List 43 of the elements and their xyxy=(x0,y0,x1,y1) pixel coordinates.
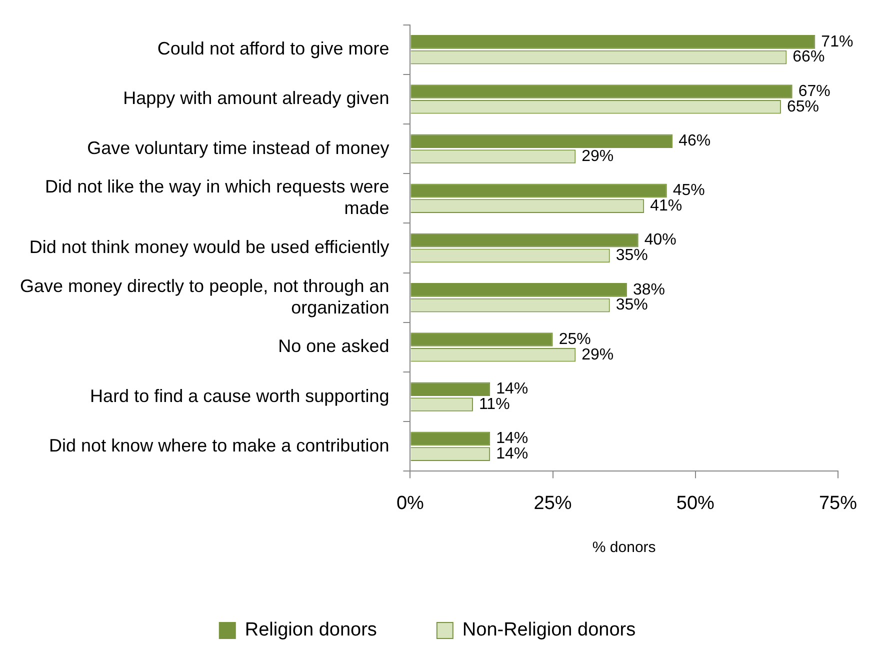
y-tick-label: Did not think money would be used efficiently xyxy=(29,236,390,257)
data-label: 11% xyxy=(478,396,510,413)
data-label: 40% xyxy=(644,232,676,249)
bar xyxy=(410,84,792,98)
data-label: 14% xyxy=(496,380,528,398)
bar xyxy=(410,432,490,446)
x-tick-label: 25% xyxy=(534,492,572,514)
y-tick-label: Gave money directly to people, not through an organization xyxy=(20,276,390,318)
data-label: 29% xyxy=(582,346,614,364)
data-label: 41% xyxy=(650,197,682,214)
data-label: 25% xyxy=(558,330,591,348)
x-tick-label: 0% xyxy=(396,492,424,514)
y-tick-label: No one asked xyxy=(278,336,390,356)
y-tick-label: Did not know where to make a contribution xyxy=(49,435,390,456)
data-label: 66% xyxy=(792,48,825,66)
y-tick-label: Could not afford to give more xyxy=(157,38,390,59)
bar xyxy=(410,233,638,248)
data-label: 71% xyxy=(821,33,854,50)
x-axis-title: % donors xyxy=(592,539,656,556)
bar xyxy=(410,282,627,297)
y-tick-label: Gave voluntary time instead of money xyxy=(87,138,390,158)
y-tick-label: Hard to find a cause worth supporting xyxy=(90,386,390,406)
data-label: 14% xyxy=(496,445,528,462)
data-label: 38% xyxy=(632,281,665,298)
y-tick-label: Did not like the way in which requests were made xyxy=(45,176,390,218)
data-label: 35% xyxy=(616,247,648,264)
bar xyxy=(410,34,816,49)
bar xyxy=(410,134,673,148)
bar xyxy=(410,332,553,346)
data-label: 46% xyxy=(678,132,711,150)
y-tick-label: Happy with amount already given xyxy=(123,88,390,108)
bar xyxy=(410,184,667,198)
data-label: 14% xyxy=(496,430,528,448)
legend-label: Non-Religion donors xyxy=(462,620,636,641)
data-label: 35% xyxy=(616,296,648,314)
x-tick-label: 50% xyxy=(676,492,715,514)
data-label: 29% xyxy=(582,148,614,165)
bar xyxy=(410,382,490,396)
x-tick-label: 75% xyxy=(818,492,858,514)
data-label: 67% xyxy=(798,82,830,100)
data-label: 65% xyxy=(786,98,819,116)
legend-label: Religion donors xyxy=(244,620,377,641)
data-label: 45% xyxy=(672,182,705,200)
